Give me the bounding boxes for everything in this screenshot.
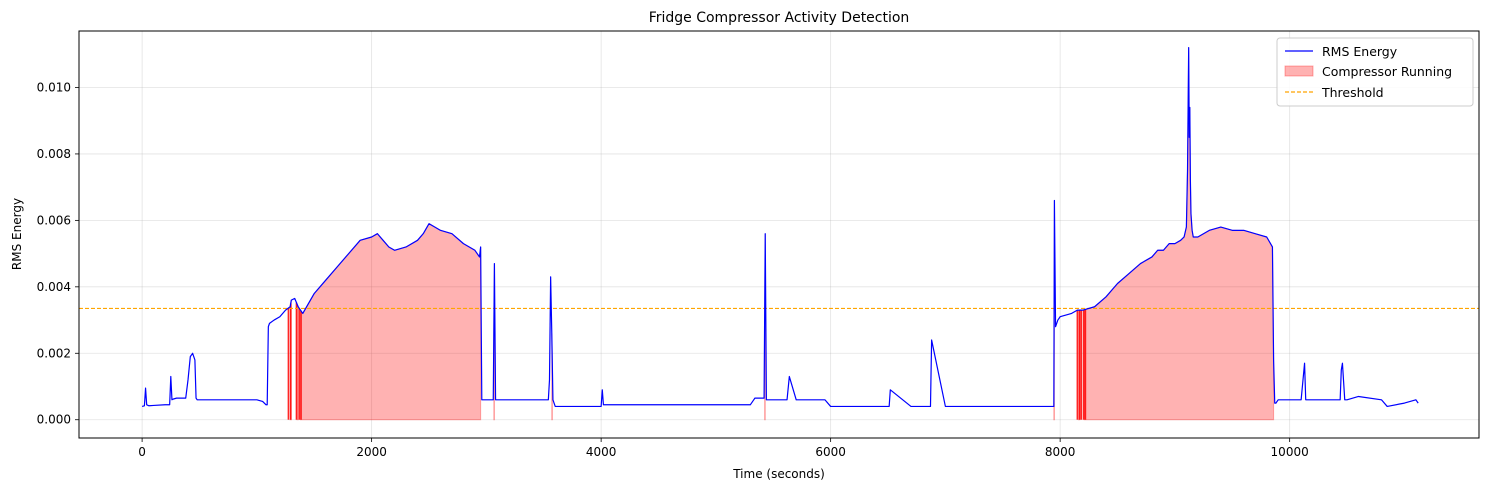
y-tick-label: 0.008 (37, 147, 71, 161)
x-tick-label: 6000 (815, 445, 846, 459)
y-axis-label: RMS Energy (10, 198, 24, 270)
x-tick-label: 2000 (356, 445, 387, 459)
y-tick-label: 0.004 (37, 280, 71, 294)
x-tick-label: 8000 (1045, 445, 1076, 459)
y-axis-ticks: 0.000 0.002 0.004 0.006 0.008 0.010 (37, 80, 79, 427)
grid (79, 31, 1479, 438)
legend-label-compressor-running: Compressor Running (1322, 64, 1452, 79)
x-axis-label: Time (seconds) (732, 467, 825, 481)
legend: RMS Energy Compressor Running Threshold (1276, 37, 1474, 107)
y-tick-label: 0.002 (37, 346, 71, 360)
x-tick-label: 10000 (1271, 445, 1309, 459)
legend-label-threshold: Threshold (1321, 85, 1384, 100)
chart-title: Fridge Compressor Activity Detection (649, 10, 910, 26)
series-layer (141, 47, 1419, 408)
plot-frame (78, 30, 1480, 439)
legend-box (1276, 37, 1474, 107)
y-tick-label: 0.006 (37, 213, 71, 227)
x-tick-label: 0 (138, 445, 146, 459)
legend-label-rms-energy: RMS Energy (1322, 44, 1398, 59)
series-line-rms-energy (141, 47, 1419, 408)
y-tick-label: 0.010 (37, 80, 71, 94)
y-tick-label: 0.000 (37, 413, 71, 427)
x-axis-ticks: 0 2000 4000 6000 8000 10000 (138, 438, 1309, 459)
legend-swatch-compressor-running (1284, 65, 1314, 77)
x-tick-label: 4000 (586, 445, 617, 459)
